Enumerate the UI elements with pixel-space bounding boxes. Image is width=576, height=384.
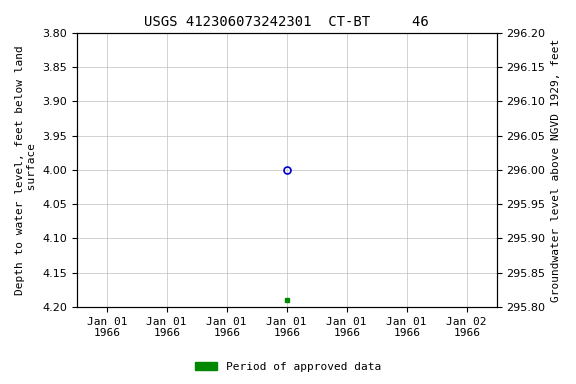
Title: USGS 412306073242301  CT-BT     46: USGS 412306073242301 CT-BT 46	[145, 15, 429, 29]
Legend: Period of approved data: Period of approved data	[191, 358, 385, 377]
Y-axis label: Depth to water level, feet below land
 surface: Depth to water level, feet below land su…	[15, 45, 37, 295]
Y-axis label: Groundwater level above NGVD 1929, feet: Groundwater level above NGVD 1929, feet	[551, 38, 561, 301]
